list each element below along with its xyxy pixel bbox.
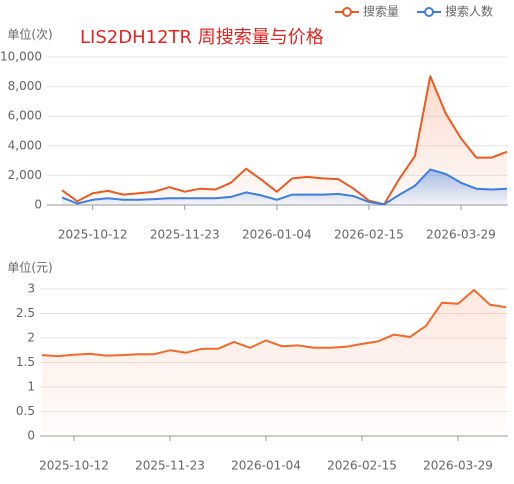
y-tick-label: 0.5 xyxy=(16,404,35,418)
x-tick-label: 2026-02-15 xyxy=(334,228,404,242)
legend-icon xyxy=(424,7,435,17)
x-tick-label: 2026-02-15 xyxy=(327,459,397,473)
legend-icon xyxy=(342,7,352,17)
y-tick-label: 2.5 xyxy=(16,306,35,320)
y-tick-label: 1.5 xyxy=(16,355,35,369)
series-line xyxy=(41,289,507,358)
y-tick-label: 2,000 xyxy=(8,168,42,182)
legend-label: 搜索量 xyxy=(363,4,399,19)
y-tick-label: 3 xyxy=(27,282,35,296)
y-tick-label: 4,000 xyxy=(8,138,42,152)
legend-label: 搜索人数 xyxy=(445,4,493,19)
y-tick-label: 0 xyxy=(34,198,42,212)
series-line xyxy=(61,168,508,206)
y-tick-label: 6,000 xyxy=(8,109,42,123)
x-tick-label: 2025-10-12 xyxy=(58,228,128,242)
x-tick-label: 2026-03-29 xyxy=(426,228,496,242)
y-tick-label: 10,000 xyxy=(0,50,42,64)
y-axis-label: 单位(次) xyxy=(7,27,52,42)
y-tick-label: 8,000 xyxy=(8,79,42,93)
x-tick-label: 2025-11-23 xyxy=(150,228,220,242)
y-tick-label: 1 xyxy=(27,380,35,394)
x-tick-label: 2025-11-23 xyxy=(135,459,205,473)
y-tick-label: 0 xyxy=(27,429,35,443)
y-axis-label: 单位(元) xyxy=(7,260,52,275)
chart-title: LIS2DH12TR 周搜索量与价格 xyxy=(80,27,324,48)
y-tick-label: 2 xyxy=(27,331,35,345)
area-fill xyxy=(42,290,506,436)
x-tick-label: 2026-03-29 xyxy=(423,459,493,473)
series-line xyxy=(61,75,508,206)
x-tick-label: 2026-01-04 xyxy=(231,459,301,473)
x-tick-label: 2025-10-12 xyxy=(39,459,109,473)
x-tick-label: 2026-01-04 xyxy=(242,228,312,242)
